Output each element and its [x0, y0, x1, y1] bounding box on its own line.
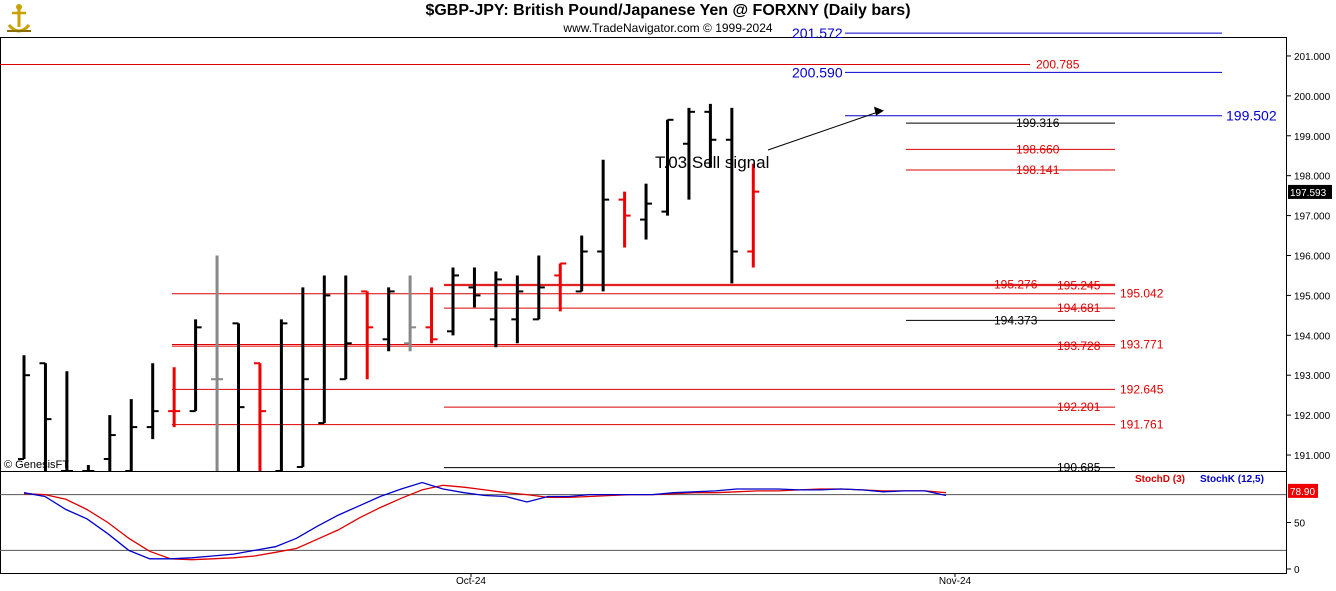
level-label: 195.042	[1120, 287, 1164, 301]
level-label: 190.685	[1057, 461, 1101, 475]
watermark: © GenesisFT	[4, 459, 69, 471]
ohlc-bar	[447, 267, 459, 336]
level-label: 192.645	[1120, 382, 1164, 396]
ohlc-bar	[146, 363, 159, 440]
ohlc-bar	[361, 290, 374, 380]
level-label: 192.201	[1057, 400, 1101, 414]
price-y-tick-label: 201.000	[1294, 52, 1331, 63]
target-label: 201.572	[792, 25, 843, 41]
stochk-legend: StochK (12,5)	[1200, 474, 1264, 485]
stochd-legend: StochD (3)	[1135, 474, 1185, 485]
annotation-arrow-line	[767, 110, 883, 151]
ohlc-bar	[704, 103, 717, 168]
ohlc-bar	[39, 362, 52, 471]
chart-header: $GBP-JPY: British Pound/Japanese Yen @ F…	[0, 0, 1336, 38]
ohlc-bar	[661, 118, 674, 216]
ohlc-bar	[318, 275, 331, 425]
x-axis-label: Nov-24	[939, 576, 972, 587]
price-y-tick-label: 200.000	[1294, 92, 1331, 103]
ohlc-bar	[339, 275, 352, 381]
level-label: 194.681	[1057, 301, 1101, 315]
price-y-tick-label: 193.000	[1294, 371, 1331, 382]
level-label: 194.373	[994, 313, 1038, 327]
ohlc-bar	[725, 107, 738, 284]
price-y-tick-label: 198.000	[1294, 172, 1331, 183]
price-y-tick-label: 192.000	[1294, 411, 1331, 422]
ohlc-bar	[296, 287, 309, 469]
level-label: 199.316	[1016, 116, 1060, 130]
price-y-tick-label: 195.000	[1294, 291, 1331, 302]
stochd-line	[23, 484, 947, 561]
trade-navigator-logo-icon	[7, 4, 31, 33]
price-y-tick-label: 197.000	[1294, 212, 1331, 223]
target-label: 199.502	[1226, 108, 1277, 124]
ohlc-bar	[253, 362, 266, 471]
ohlc-bar	[125, 399, 138, 472]
ohlc-bar	[189, 319, 202, 413]
ohlc-bar	[404, 275, 417, 352]
ohlc-bar	[168, 367, 181, 428]
last-price-box	[1288, 184, 1332, 199]
last-price-label: 197.593	[1290, 188, 1327, 199]
level-label: 193.728	[1057, 339, 1101, 353]
ohlc-bar	[597, 159, 610, 292]
chart-title: $GBP-JPY: British Pound/Japanese Yen @ F…	[425, 2, 911, 19]
level-label: 195.276	[994, 277, 1038, 291]
target-label: 200.590	[792, 64, 843, 80]
annotation-sell-signal: T.03 Sell signal	[655, 153, 769, 172]
price-y-tick-label: 191.000	[1294, 451, 1331, 462]
ohlc-bar	[211, 255, 224, 471]
ohlc-bar	[682, 107, 695, 200]
ohlc-bar	[489, 271, 502, 348]
price-y-tick-label: 199.000	[1294, 132, 1331, 143]
ohlc-bar	[18, 355, 30, 461]
ohlc-bar	[554, 262, 567, 312]
ohlc-bar	[575, 235, 588, 293]
level-label: 198.141	[1016, 163, 1060, 177]
stoch-y-tick-label: 50	[1294, 519, 1306, 530]
stoch-last-value-label: 78.90	[1290, 487, 1315, 498]
ohlc-bar	[618, 191, 631, 248]
price-y-tick-label: 194.000	[1294, 331, 1331, 342]
price-y-tick-label: 196.000	[1294, 251, 1331, 262]
level-label: 193.771	[1120, 337, 1164, 351]
level-label: 200.785	[1036, 58, 1080, 72]
level-label: 198.660	[1016, 142, 1060, 156]
ohlc-bar	[60, 371, 73, 472]
ohlc-bar	[640, 183, 653, 240]
ohlc-bar	[232, 322, 245, 471]
stochk-line	[23, 481, 947, 560]
chart-subtitle: www.TradeNavigator.com © 1999-2024	[563, 21, 773, 35]
ohlc-bar	[511, 275, 524, 344]
ohlc-bar	[275, 319, 288, 472]
ohlc-bar	[82, 465, 95, 472]
stoch-y-tick-label: 0	[1294, 565, 1300, 576]
annotation-arrow-head	[874, 106, 884, 116]
ohlc-bar	[468, 267, 481, 308]
ohlc-bar	[382, 287, 395, 352]
ohlc-bar	[425, 287, 438, 344]
ohlc-bar	[747, 163, 760, 268]
level-label: 195.245	[1057, 279, 1101, 293]
ohlc-bar	[103, 415, 116, 471]
stoch-last-value-box	[1288, 483, 1318, 498]
level-label: 191.761	[1120, 418, 1164, 432]
x-axis-label: Oct-24	[456, 576, 486, 587]
ohlc-bar	[532, 255, 545, 321]
